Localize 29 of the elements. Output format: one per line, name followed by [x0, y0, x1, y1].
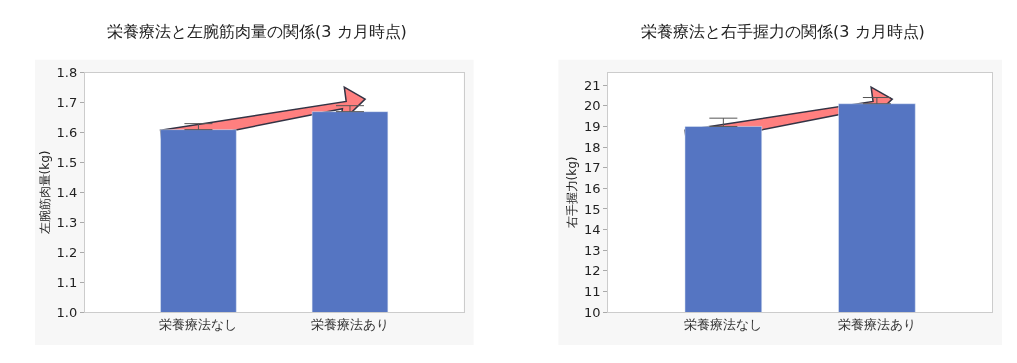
y-axis-title: 右手握力(kg) [565, 156, 580, 229]
y-tick-label: 1.3 [56, 214, 78, 230]
x-tick-label: 栄養療法なし [159, 316, 238, 332]
y-tick-label: 17 [584, 160, 601, 176]
y-tick-label: 19 [584, 118, 601, 134]
y-tick-label: 12 [584, 263, 601, 279]
y-tick-label: 20 [584, 98, 601, 114]
y-tick-label: 1.5 [56, 155, 78, 171]
y-tick-label: 1.6 [56, 125, 78, 141]
y-tick-label: 16 [584, 180, 601, 196]
chart-title: 栄養療法と右手握力の関係(3 カ月時点) [641, 22, 925, 41]
y-tick-label: 14 [584, 222, 601, 238]
y-tick-label: 10 [584, 304, 601, 320]
x-tick-label: 栄養療法あり [837, 316, 916, 332]
y-tick-label: 1.4 [56, 185, 78, 201]
y-tick-label: 1.0 [56, 304, 78, 320]
y-tick-label: 1.8 [56, 65, 78, 81]
x-tick-label: 栄養療法あり [310, 316, 389, 332]
y-tick-label: 1.7 [56, 95, 78, 111]
y-tick-label: 13 [584, 242, 601, 258]
y-tick-label: 18 [584, 139, 601, 155]
x-tick-label: 栄養療法なし [684, 316, 763, 332]
chart-title: 栄養療法と左腕筋肉量の関係(3 カ月時点) [107, 22, 407, 41]
y-tick-label: 11 [584, 284, 601, 300]
y-tick-label: 1.2 [56, 244, 78, 260]
y-tick-label: 21 [584, 77, 601, 93]
y-axis-title: 左腕筋肉量(kg) [37, 150, 52, 235]
y-tick-label: 15 [584, 201, 601, 217]
y-tick-label: 1.1 [56, 274, 78, 290]
